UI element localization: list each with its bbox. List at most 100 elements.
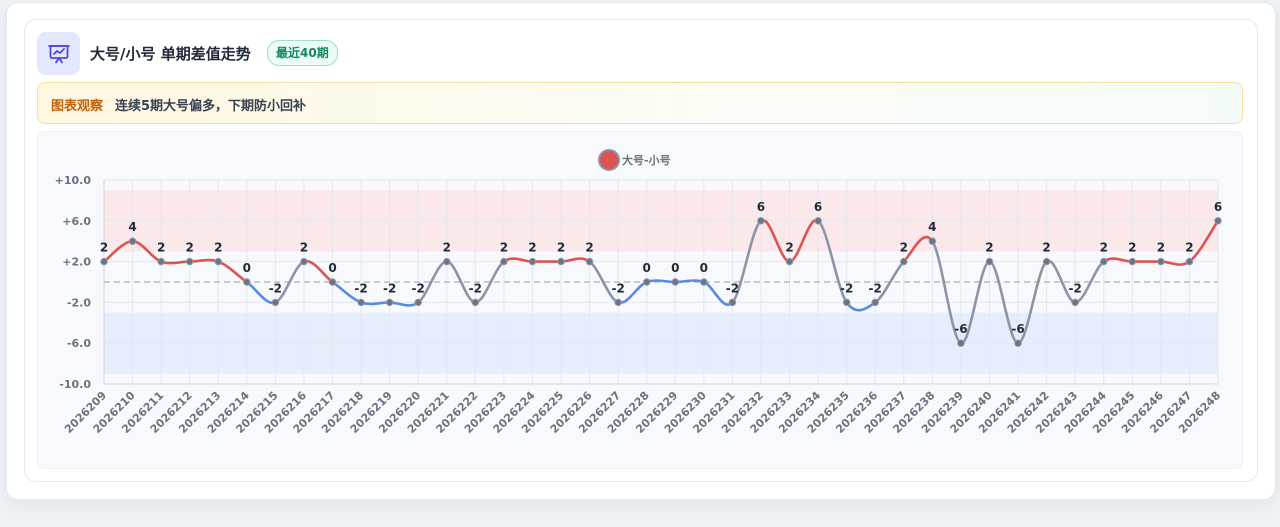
series-line-segment xyxy=(816,219,848,304)
data-point[interactable] xyxy=(957,339,965,347)
data-label: 2 xyxy=(186,241,194,255)
data-label: 4 xyxy=(128,220,136,234)
series-line-segment xyxy=(931,239,963,345)
data-point[interactable] xyxy=(614,298,622,307)
observation-notice: 图表观察 连续5期大号偏多，下期防小回补 xyxy=(37,82,1243,124)
data-point[interactable] xyxy=(757,217,765,225)
data-point[interactable] xyxy=(443,257,451,266)
data-label: 2 xyxy=(1157,241,1165,255)
y-tick-label: -10.0 xyxy=(59,378,91,391)
data-label: 6 xyxy=(1214,200,1222,214)
data-point[interactable] xyxy=(700,278,708,286)
data-point[interactable] xyxy=(128,237,137,245)
series-line-segment xyxy=(988,260,1020,345)
series-line-segment xyxy=(673,279,706,284)
data-label: -2 xyxy=(383,281,396,295)
data-point[interactable] xyxy=(243,278,251,286)
data-point[interactable] xyxy=(357,298,365,307)
data-label: 2 xyxy=(1185,241,1193,255)
data-point[interactable] xyxy=(385,298,394,307)
data-label: -2 xyxy=(469,281,482,295)
series-line-segment xyxy=(731,219,763,304)
data-label: 2 xyxy=(1128,241,1136,255)
data-point[interactable] xyxy=(842,298,851,307)
data-point[interactable] xyxy=(1100,257,1108,266)
data-point[interactable] xyxy=(728,298,737,307)
data-point[interactable] xyxy=(1157,257,1165,266)
y-tick-label: -2.0 xyxy=(67,296,91,309)
data-label: 0 xyxy=(243,261,251,275)
data-label: 2 xyxy=(443,241,451,255)
card-title: 大号/小号 单期差值走势 xyxy=(90,45,251,63)
data-point[interactable] xyxy=(785,257,794,266)
notice-label: 图表观察 xyxy=(51,99,104,114)
notice-text: 连续5期大号偏多，下期防小回补 xyxy=(115,99,307,114)
data-point[interactable] xyxy=(1214,217,1222,225)
data-point[interactable] xyxy=(871,298,879,307)
data-label: 2 xyxy=(985,241,993,255)
data-label: -2 xyxy=(269,281,282,295)
data-point[interactable] xyxy=(414,298,422,307)
series-line-segment xyxy=(188,258,220,263)
data-point[interactable] xyxy=(585,257,594,266)
data-label: 2 xyxy=(557,241,565,255)
data-point[interactable] xyxy=(928,237,937,245)
data-label: -2 xyxy=(869,281,882,295)
data-point[interactable] xyxy=(1185,257,1194,266)
data-label: -6 xyxy=(954,322,967,336)
data-point[interactable] xyxy=(1128,257,1137,266)
series-line-segment xyxy=(845,301,877,312)
data-point[interactable] xyxy=(671,278,679,286)
y-tick-label: +2.0 xyxy=(62,256,91,269)
data-point[interactable] xyxy=(814,217,822,225)
data-point[interactable] xyxy=(271,298,280,307)
data-point[interactable] xyxy=(1071,298,1079,307)
data-label: -2 xyxy=(354,281,367,295)
data-point[interactable] xyxy=(328,278,337,286)
data-label: 2 xyxy=(1042,241,1050,255)
data-point[interactable] xyxy=(557,257,565,266)
data-label: 2 xyxy=(500,241,508,255)
data-label: -2 xyxy=(1069,281,1082,295)
data-label: 2 xyxy=(528,241,536,255)
data-point[interactable] xyxy=(100,257,108,266)
data-label: 0 xyxy=(671,261,679,275)
data-point[interactable] xyxy=(185,257,194,266)
legend-marker[interactable] xyxy=(598,149,620,171)
data-point[interactable] xyxy=(985,257,994,266)
data-label: 2 xyxy=(1100,241,1108,255)
y-tick-label: +10.0 xyxy=(55,174,92,187)
y-tick-label: -6.0 xyxy=(67,337,91,350)
data-point[interactable] xyxy=(214,257,222,266)
chart-panel: +10.0 +6.0 +2.0 -2.0 -6.0 -10.0 2 2026209 4 20262… xyxy=(37,131,1243,469)
data-label: 6 xyxy=(757,200,765,214)
chart-presentation-icon xyxy=(37,32,80,75)
data-label: -2 xyxy=(840,281,853,295)
data-label: 4 xyxy=(928,220,936,234)
data-point[interactable] xyxy=(900,257,908,266)
data-point[interactable] xyxy=(500,257,508,266)
data-label: -2 xyxy=(726,281,739,295)
period-badge: 最近40期 xyxy=(267,40,338,66)
legend-label: 大号-小号 xyxy=(622,153,671,167)
data-point[interactable] xyxy=(528,257,537,266)
series-line-segment xyxy=(159,260,191,265)
data-label: 2 xyxy=(585,241,593,255)
y-tick-label: +6.0 xyxy=(62,215,91,228)
series-line-segment xyxy=(645,279,677,284)
data-label: 6 xyxy=(814,200,822,214)
difference-line-chart: +10.0+6.0+2.0-2.0-6.0-10.022026209420262… xyxy=(55,149,1223,436)
data-point[interactable] xyxy=(157,257,165,266)
data-label: 2 xyxy=(785,241,793,255)
data-point[interactable] xyxy=(1014,339,1022,347)
data-point[interactable] xyxy=(643,278,651,286)
data-label: 0 xyxy=(700,261,708,275)
data-label: 2 xyxy=(900,241,908,255)
data-label: 2 xyxy=(157,241,165,255)
data-label: 2 xyxy=(100,241,108,255)
data-label: -6 xyxy=(1011,322,1024,336)
data-point[interactable] xyxy=(471,298,480,307)
data-point[interactable] xyxy=(1042,257,1051,266)
data-point[interactable] xyxy=(300,257,308,266)
data-label: -2 xyxy=(611,281,624,295)
